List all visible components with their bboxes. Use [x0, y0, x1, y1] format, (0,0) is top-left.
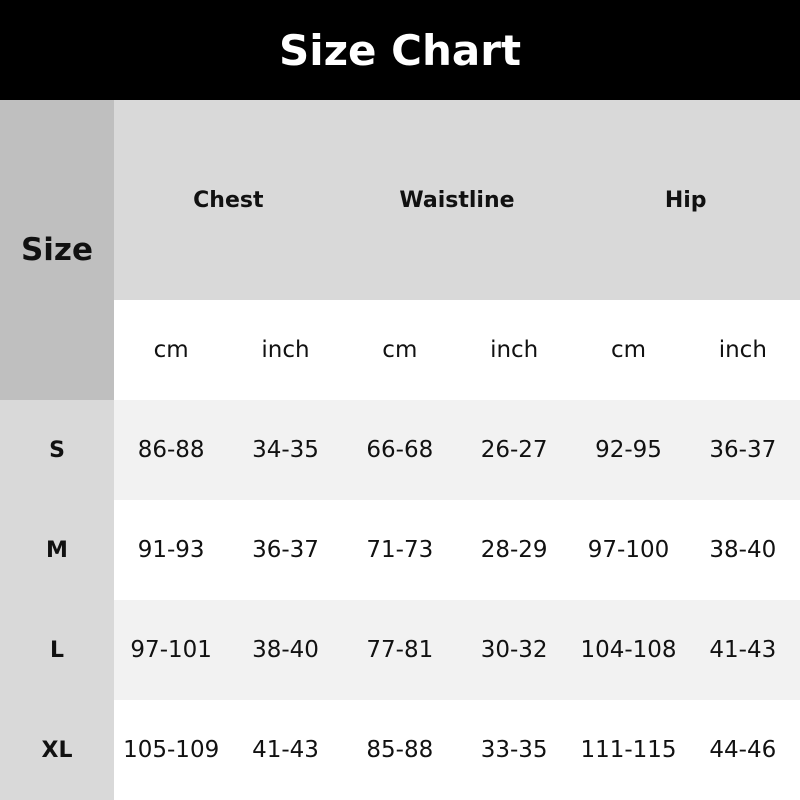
table-cell: 105-109 — [114, 700, 229, 800]
size-label: M — [0, 500, 114, 600]
size-column-header: Size — [0, 100, 114, 400]
unit-header: inch — [685, 300, 800, 400]
table-cell: 36-37 — [685, 400, 800, 500]
table-cell: 92-95 — [571, 400, 686, 500]
page-title: Size Chart — [0, 0, 800, 100]
table-cell: 34-35 — [228, 400, 343, 500]
waistline-header: Waistline — [342, 100, 572, 300]
table-cell: 85-88 — [342, 700, 457, 800]
table-cell: 38-40 — [228, 600, 343, 700]
table-cell: 33-35 — [457, 700, 572, 800]
size-table: Size Chest Waistline Hip cm inch cm inch cm i… — [0, 100, 800, 800]
table-cell: 44-46 — [685, 700, 800, 800]
table-cell: 36-37 — [228, 500, 343, 600]
size-label: S — [0, 400, 114, 500]
table-cell: 41-43 — [685, 600, 800, 700]
table-cell: 38-40 — [685, 500, 800, 600]
size-label: L — [0, 600, 114, 700]
table-cell: 111-115 — [571, 700, 686, 800]
table-cell: 91-93 — [114, 500, 229, 600]
size-label: XL — [0, 700, 114, 800]
chest-header: Chest — [114, 100, 343, 300]
unit-header: cm — [114, 300, 229, 400]
table-cell: 71-73 — [342, 500, 457, 600]
table-cell: 66-68 — [342, 400, 457, 500]
unit-header: inch — [457, 300, 572, 400]
table-cell: 28-29 — [457, 500, 572, 600]
table-cell: 41-43 — [228, 700, 343, 800]
table-cell: 104-108 — [571, 600, 686, 700]
hip-header: Hip — [571, 100, 800, 300]
table-cell: 97-101 — [114, 600, 229, 700]
unit-header: cm — [571, 300, 686, 400]
table-cell: 97-100 — [571, 500, 686, 600]
table-cell: 26-27 — [457, 400, 572, 500]
unit-header: cm — [342, 300, 457, 400]
unit-header: inch — [228, 300, 343, 400]
table-cell: 77-81 — [342, 600, 457, 700]
table-cell: 30-32 — [457, 600, 572, 700]
table-cell: 86-88 — [114, 400, 229, 500]
